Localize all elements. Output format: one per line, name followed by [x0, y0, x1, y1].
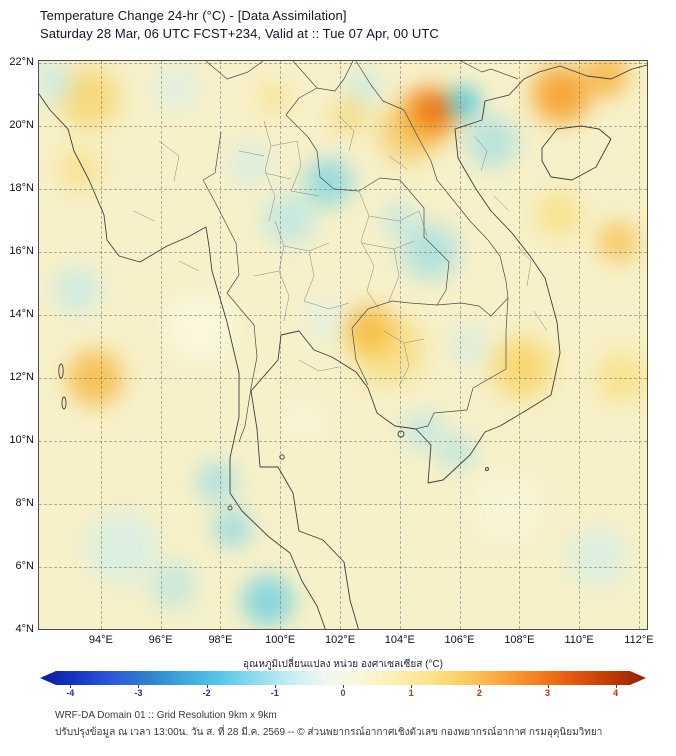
anomaly-blob-lampang-cool: [223, 136, 278, 191]
colorbar-tick-label: -3: [134, 688, 143, 698]
colorbar-label: อุณหภูมิเปลี่ยนแปลง หน่วย องศาเซลเซียส (…: [243, 659, 443, 670]
lon-tick-label: 110°E: [564, 634, 594, 646]
anomaly-blob-mekong-delta-cool: [432, 429, 481, 478]
grid-line-lon: [220, 61, 222, 629]
colorbar-gradient: [40, 671, 646, 685]
anomaly-blob-peninsula-cool-2: [206, 503, 258, 555]
colorbar-tick-label: -2: [202, 688, 211, 698]
lat-tick-label: 18°N: [9, 181, 34, 194]
anomaly-blob-n-laos-warm: [369, 93, 448, 172]
colorbar-tick-label: 2: [476, 688, 482, 698]
lon-tick-label: 106°E: [444, 634, 475, 646]
anomaly-blob-n-laos-warm-spot: [324, 92, 373, 141]
colorbar-tick-label: 3: [545, 688, 551, 698]
anomaly-blob-gulf-tonkin-cool: [459, 108, 526, 175]
footer-agency-info: ปรับปรุงข้อมูล ณ เวลา 13:00น. วัน ส. ที่…: [55, 727, 603, 738]
grid-line-lon: [100, 61, 102, 629]
latlon-grid-layer: [39, 61, 647, 629]
grid-line-lon: [160, 61, 162, 629]
colorbar-tick-mark: [206, 685, 208, 688]
grid-line-lon: [579, 61, 581, 629]
grid-line-lat: [39, 188, 647, 190]
colorbar-tick-label: 1: [408, 688, 414, 698]
anomaly-blob-se-neutral: [462, 461, 553, 552]
anomaly-blob-leizhou-warm: [577, 61, 635, 104]
grid-line-lat: [39, 566, 647, 568]
grid-line-lon: [340, 61, 341, 629]
anomaly-blob-cambodia-warm-halo: [342, 304, 433, 395]
lon-tick-label: 94°E: [88, 634, 113, 646]
colorbar-tick-mark: [274, 685, 276, 688]
grid-line-lon: [519, 61, 521, 629]
anomaly-blob-se-sea-cool: [559, 519, 635, 595]
grid-line-lon: [459, 61, 461, 629]
colorbar-tick-mark: [479, 685, 481, 688]
colorbar-tick-label: 0: [340, 688, 346, 698]
colorbar-tick-mark: [411, 685, 413, 688]
coastline-paths: [39, 64, 647, 629]
grid-line-lat: [39, 314, 647, 316]
province-border-paths: [133, 115, 548, 387]
anomaly-blob-e-sea-warm-1: [528, 184, 589, 245]
anomaly-blob-bay-bengal-cool: [46, 259, 107, 320]
anomaly-blob-peninsula-cool-1: [190, 454, 245, 509]
page-title: Temperature Change 24-hr (°C) - [Data As…: [40, 8, 347, 23]
lon-tick-label: 112°E: [624, 634, 654, 646]
grid-line-lon: [399, 61, 401, 629]
grid-line-lat: [39, 62, 647, 64]
lat-tick-label: 6°N: [15, 559, 34, 572]
anomaly-blob-andaman-neutral: [157, 285, 242, 370]
colorbar-tick-mark: [547, 685, 549, 688]
anomaly-blob-shan-cool: [145, 61, 206, 119]
lat-tick-label: 14°N: [9, 307, 34, 320]
grid-line-lat: [39, 503, 647, 505]
anomaly-blob-ne-cambodia-cool: [441, 319, 496, 374]
anomaly-blob-gulf-neutral: [274, 391, 335, 452]
lat-tick-label: 20°N: [9, 118, 34, 131]
country-borders-overlay: [39, 61, 647, 629]
lat-tick-label: 22°N: [9, 55, 34, 68]
anomaly-blob-c-thailand-cool: [256, 187, 323, 254]
lat-tick-label: 16°N: [9, 244, 34, 257]
footer-domain-info: WRF-DA Domain 01 :: Grid Resolution 9km …: [55, 710, 277, 721]
colorbar-tick-mark: [615, 685, 617, 688]
national-border-paths: [202, 61, 519, 443]
grid-line-lat: [39, 251, 647, 253]
lon-tick-label: 96°E: [148, 634, 173, 646]
page-subtitle: Saturday 28 Mar, 06 UTC FCST+234, Valid …: [40, 26, 439, 41]
colorbar-tick-label: -4: [66, 688, 75, 698]
grid-line-lat: [39, 440, 647, 442]
grid-line-lon: [638, 61, 640, 629]
colorbar-tick-label: 4: [613, 688, 619, 698]
lon-tick-label: 104°E: [384, 634, 415, 646]
lat-tick-label: 10°N: [9, 433, 34, 446]
colorbar-tick-mark: [138, 685, 140, 688]
anomaly-blob-aceh-cool: [142, 555, 203, 616]
lon-tick-label: 102°E: [324, 634, 356, 646]
lat-tick-label: 12°N: [9, 370, 34, 383]
anomaly-blob-s-peninsula-cool: [235, 568, 302, 629]
anomaly-blob-gulf-top-cool: [298, 290, 353, 345]
grid-line-lat: [39, 377, 647, 379]
map-canvas: [38, 60, 648, 630]
lon-tick-label: 108°E: [504, 634, 535, 646]
lon-tick-label: 100°E: [265, 634, 296, 646]
lon-tick-label: 98°E: [208, 634, 233, 646]
colorbar-tick-mark: [70, 685, 72, 688]
colorbar-tick-mark: [343, 685, 344, 688]
lat-tick-label: 8°N: [15, 496, 34, 509]
colorbar-tick-label: -1: [270, 688, 279, 698]
lat-tick-label: 4°N: [15, 622, 34, 635]
anomaly-blob-e-sea-warm-2: [591, 215, 645, 270]
anomaly-blob-s-vietnam-coast-warm: [483, 329, 562, 408]
grid-line-lat: [39, 125, 647, 127]
grid-line-lon: [280, 61, 282, 629]
